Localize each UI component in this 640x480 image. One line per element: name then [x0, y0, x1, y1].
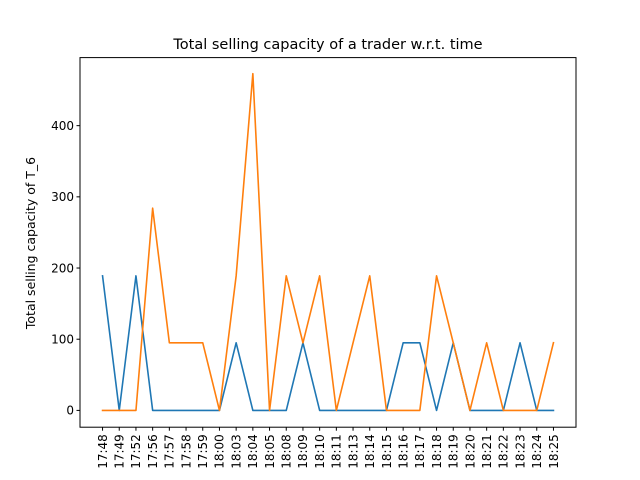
y-tick-label: 400: [51, 119, 74, 133]
x-tick-label: 18:18: [430, 434, 444, 469]
x-tick-label: 18:16: [396, 434, 410, 469]
x-tick-label: 18:10: [313, 434, 327, 469]
series-line-2: [101, 72, 555, 412]
x-tick-label: 18:25: [547, 434, 561, 469]
x-tick-label: 18:08: [280, 434, 294, 469]
series-group: [101, 72, 555, 412]
x-tick-label: 18:11: [330, 434, 344, 469]
series-line-1: [101, 274, 555, 412]
y-tick-label: 0: [66, 404, 74, 418]
y-tick-label: 100: [51, 333, 74, 347]
x-tick-label: 17:52: [129, 434, 143, 469]
axes-frame: [79, 57, 577, 428]
y-tick-label: 200: [51, 261, 74, 275]
x-tick-label: 17:57: [163, 434, 177, 469]
y-axis-label: Total selling capacity of T_6: [23, 157, 38, 330]
chart-title: Total selling capacity of a trader w.r.t…: [172, 37, 482, 53]
x-tick-label: 17:48: [96, 434, 110, 469]
y-tick-label: 300: [51, 190, 74, 204]
x-tick-label: 18:03: [229, 434, 243, 469]
x-tick-label: 18:15: [380, 434, 394, 469]
x-tick-label: 17:58: [179, 434, 193, 469]
x-tick-label: 18:14: [363, 434, 377, 469]
x-tick-label: 18:17: [413, 434, 427, 469]
x-axis: 17:48 17:49 17:52 17:56 17:57 17:58 17:59 18:00…: [96, 427, 561, 469]
x-tick-label: 18:13: [346, 434, 360, 469]
x-tick-label: 17:59: [196, 434, 210, 469]
y-axis: 0 100 200 300 400: [51, 119, 80, 418]
x-tick-label: 18:22: [497, 434, 511, 469]
x-tick-label: 18:19: [447, 434, 461, 469]
x-tick-label: 18:24: [530, 434, 544, 469]
x-tick-label: 18:20: [463, 434, 477, 469]
x-tick-label: 18:05: [263, 434, 277, 469]
x-tick-label: 18:04: [246, 434, 260, 469]
x-tick-label: 18:21: [480, 434, 494, 469]
x-tick-label: 18:00: [213, 434, 227, 469]
x-tick-label: 18:23: [513, 434, 527, 469]
x-tick-label: 17:56: [146, 434, 160, 469]
x-tick-label: 18:09: [296, 434, 310, 469]
x-tick-label: 17:49: [113, 434, 127, 469]
